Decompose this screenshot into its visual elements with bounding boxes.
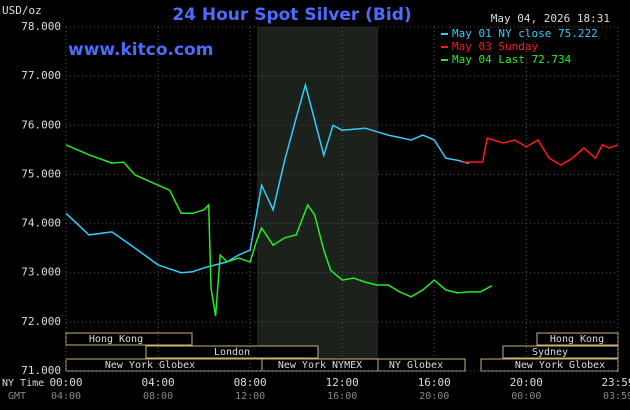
y-tick-label: 72.000	[21, 315, 61, 328]
session-label: Hong Kong	[89, 334, 143, 345]
series-line	[461, 137, 619, 166]
x-tick-label: 12:00	[326, 376, 359, 389]
y-tick-label: 74.000	[21, 217, 61, 230]
y-tick-label: 78.000	[21, 20, 61, 33]
legend-label: May 01 NY close 75.222	[452, 27, 598, 40]
x-row-label: GMT	[8, 391, 26, 402]
gmt-tick-label: 03:59	[603, 391, 630, 402]
y-tick-label: 71.000	[21, 364, 61, 377]
sessions: Hong Kong London New York Globex New Yor…	[65, 332, 619, 372]
gmt-tick-label: 04:00	[51, 391, 81, 402]
x-tick-label: 16:00	[418, 376, 451, 389]
gmt-tick-label: 00:00	[511, 391, 541, 402]
legend-label: May 04 Last 72.734	[452, 53, 572, 66]
x-tick-label: 04:00	[142, 376, 175, 389]
session-label: New York NYMEX	[278, 360, 362, 371]
unit-label: USD/oz	[2, 4, 42, 17]
gmt-tick-label: 12:00	[235, 391, 265, 402]
nymex-highlight	[257, 27, 378, 371]
y-tick-label: 76.000	[21, 118, 61, 131]
x-tick-label: 00:00	[49, 376, 82, 389]
session-label: Sydney	[532, 347, 568, 358]
legend-label: May 03 Sunday	[452, 40, 538, 53]
series-line	[65, 82, 470, 274]
timestamp: May 04, 2026 18:31	[491, 12, 610, 25]
gmt-tick-label: 08:00	[143, 391, 173, 402]
x-tick-label: 20:00	[510, 376, 543, 389]
session-label: New York Globex	[105, 360, 195, 371]
x-tick-label: 23:59	[601, 376, 630, 389]
gmt-tick-label: 16:00	[327, 391, 357, 402]
session-label: Hong Kong	[550, 334, 604, 345]
y-tick-label: 77.000	[21, 69, 61, 82]
y-tick-label: 75.000	[21, 167, 61, 180]
session-label: New York Globex	[515, 360, 605, 371]
series-line	[65, 144, 493, 317]
session-label: NY Globex	[389, 360, 443, 371]
y-tick-label: 73.000	[21, 266, 61, 279]
session-label: London	[214, 347, 250, 358]
x-tick-label: 08:00	[234, 376, 267, 389]
chart-title: 24 Hour Spot Silver (Bid)	[172, 5, 411, 25]
watermark: www.kitco.com	[68, 40, 213, 60]
gmt-tick-label: 20:00	[419, 391, 449, 402]
x-row-label: NY Time	[2, 378, 44, 389]
